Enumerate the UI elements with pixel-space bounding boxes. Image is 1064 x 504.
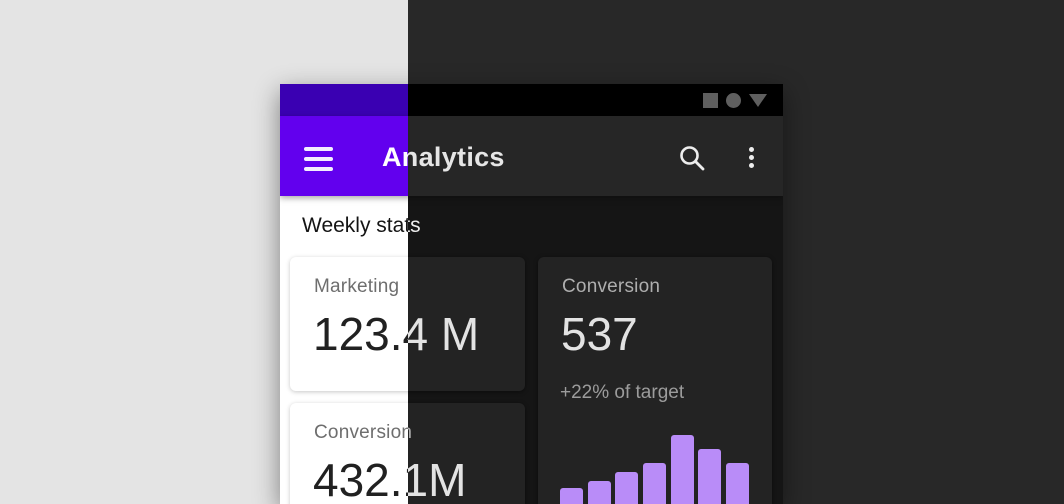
card-value: 432.1M [408,453,466,504]
marketing-card[interactable]: Marketing 123.4 M [290,257,480,391]
conversion-total-card[interactable]: Conversion 432.1M [408,403,525,504]
chart-bar [642,463,667,504]
status-bar [280,84,408,116]
card-value: 123.4 M [408,307,479,361]
chart-bar [560,488,584,504]
chart-bar [725,463,749,504]
conversion-card[interactable]: Conversion 537 +22% of target [538,257,772,504]
card-label: Conversion [408,422,412,444]
overflow-menu-button[interactable] [744,145,760,171]
card-label: Conversion [314,422,413,443]
section-title: Weekly stats [408,214,421,238]
phone-dark-theme-layer: Analytics Weekly stats Marketing 123.4 M… [382,84,783,504]
triangle-down-icon [749,93,767,107]
card-subtext: +22% of target [560,382,685,403]
search-button[interactable] [677,143,707,173]
section-title: Weekly stats [302,214,421,237]
card-value: 537 [561,308,638,360]
status-bar [408,84,783,116]
overflow-menu-icon [749,147,754,152]
square-icon [703,92,718,108]
chart-bar [615,472,639,504]
chart-bar [698,449,722,504]
marketing-card[interactable]: Marketing 123.4 M [408,257,525,391]
app-title: Analytics [382,142,408,173]
app-bar: Analytics [280,116,408,196]
card-label: Conversion [562,276,661,297]
app-bar: Analytics [382,116,783,196]
app-title: Analytics [382,142,505,172]
circle-icon [726,92,741,108]
card-value: 123.4 M [313,308,480,360]
menu-button[interactable] [304,145,333,171]
phone-mockup: Analytics Weekly stats Marketing 123.4 M… [280,84,783,504]
phone-screen: Analytics Weekly stats Marketing 123.4 M… [280,84,480,504]
card-label: Marketing [314,276,400,297]
conversion-total-card[interactable]: Conversion 432.1M [290,403,467,504]
bar-chart [560,425,749,504]
chart-bar [670,435,694,504]
search-icon [680,146,705,171]
chart-bar [587,481,611,504]
card-value: 432.1M [313,454,467,504]
content-area: Weekly stats Marketing 123.4 M Conversio… [280,196,480,504]
hamburger-icon [304,147,333,151]
phone-light-theme-layer: Analytics Weekly stats Marketing 123.4 M… [280,84,480,504]
content-area: Weekly stats Marketing 123.4 M Conversio… [408,196,783,504]
phone-screen: Analytics Weekly stats Marketing 123.4 M… [382,84,783,504]
